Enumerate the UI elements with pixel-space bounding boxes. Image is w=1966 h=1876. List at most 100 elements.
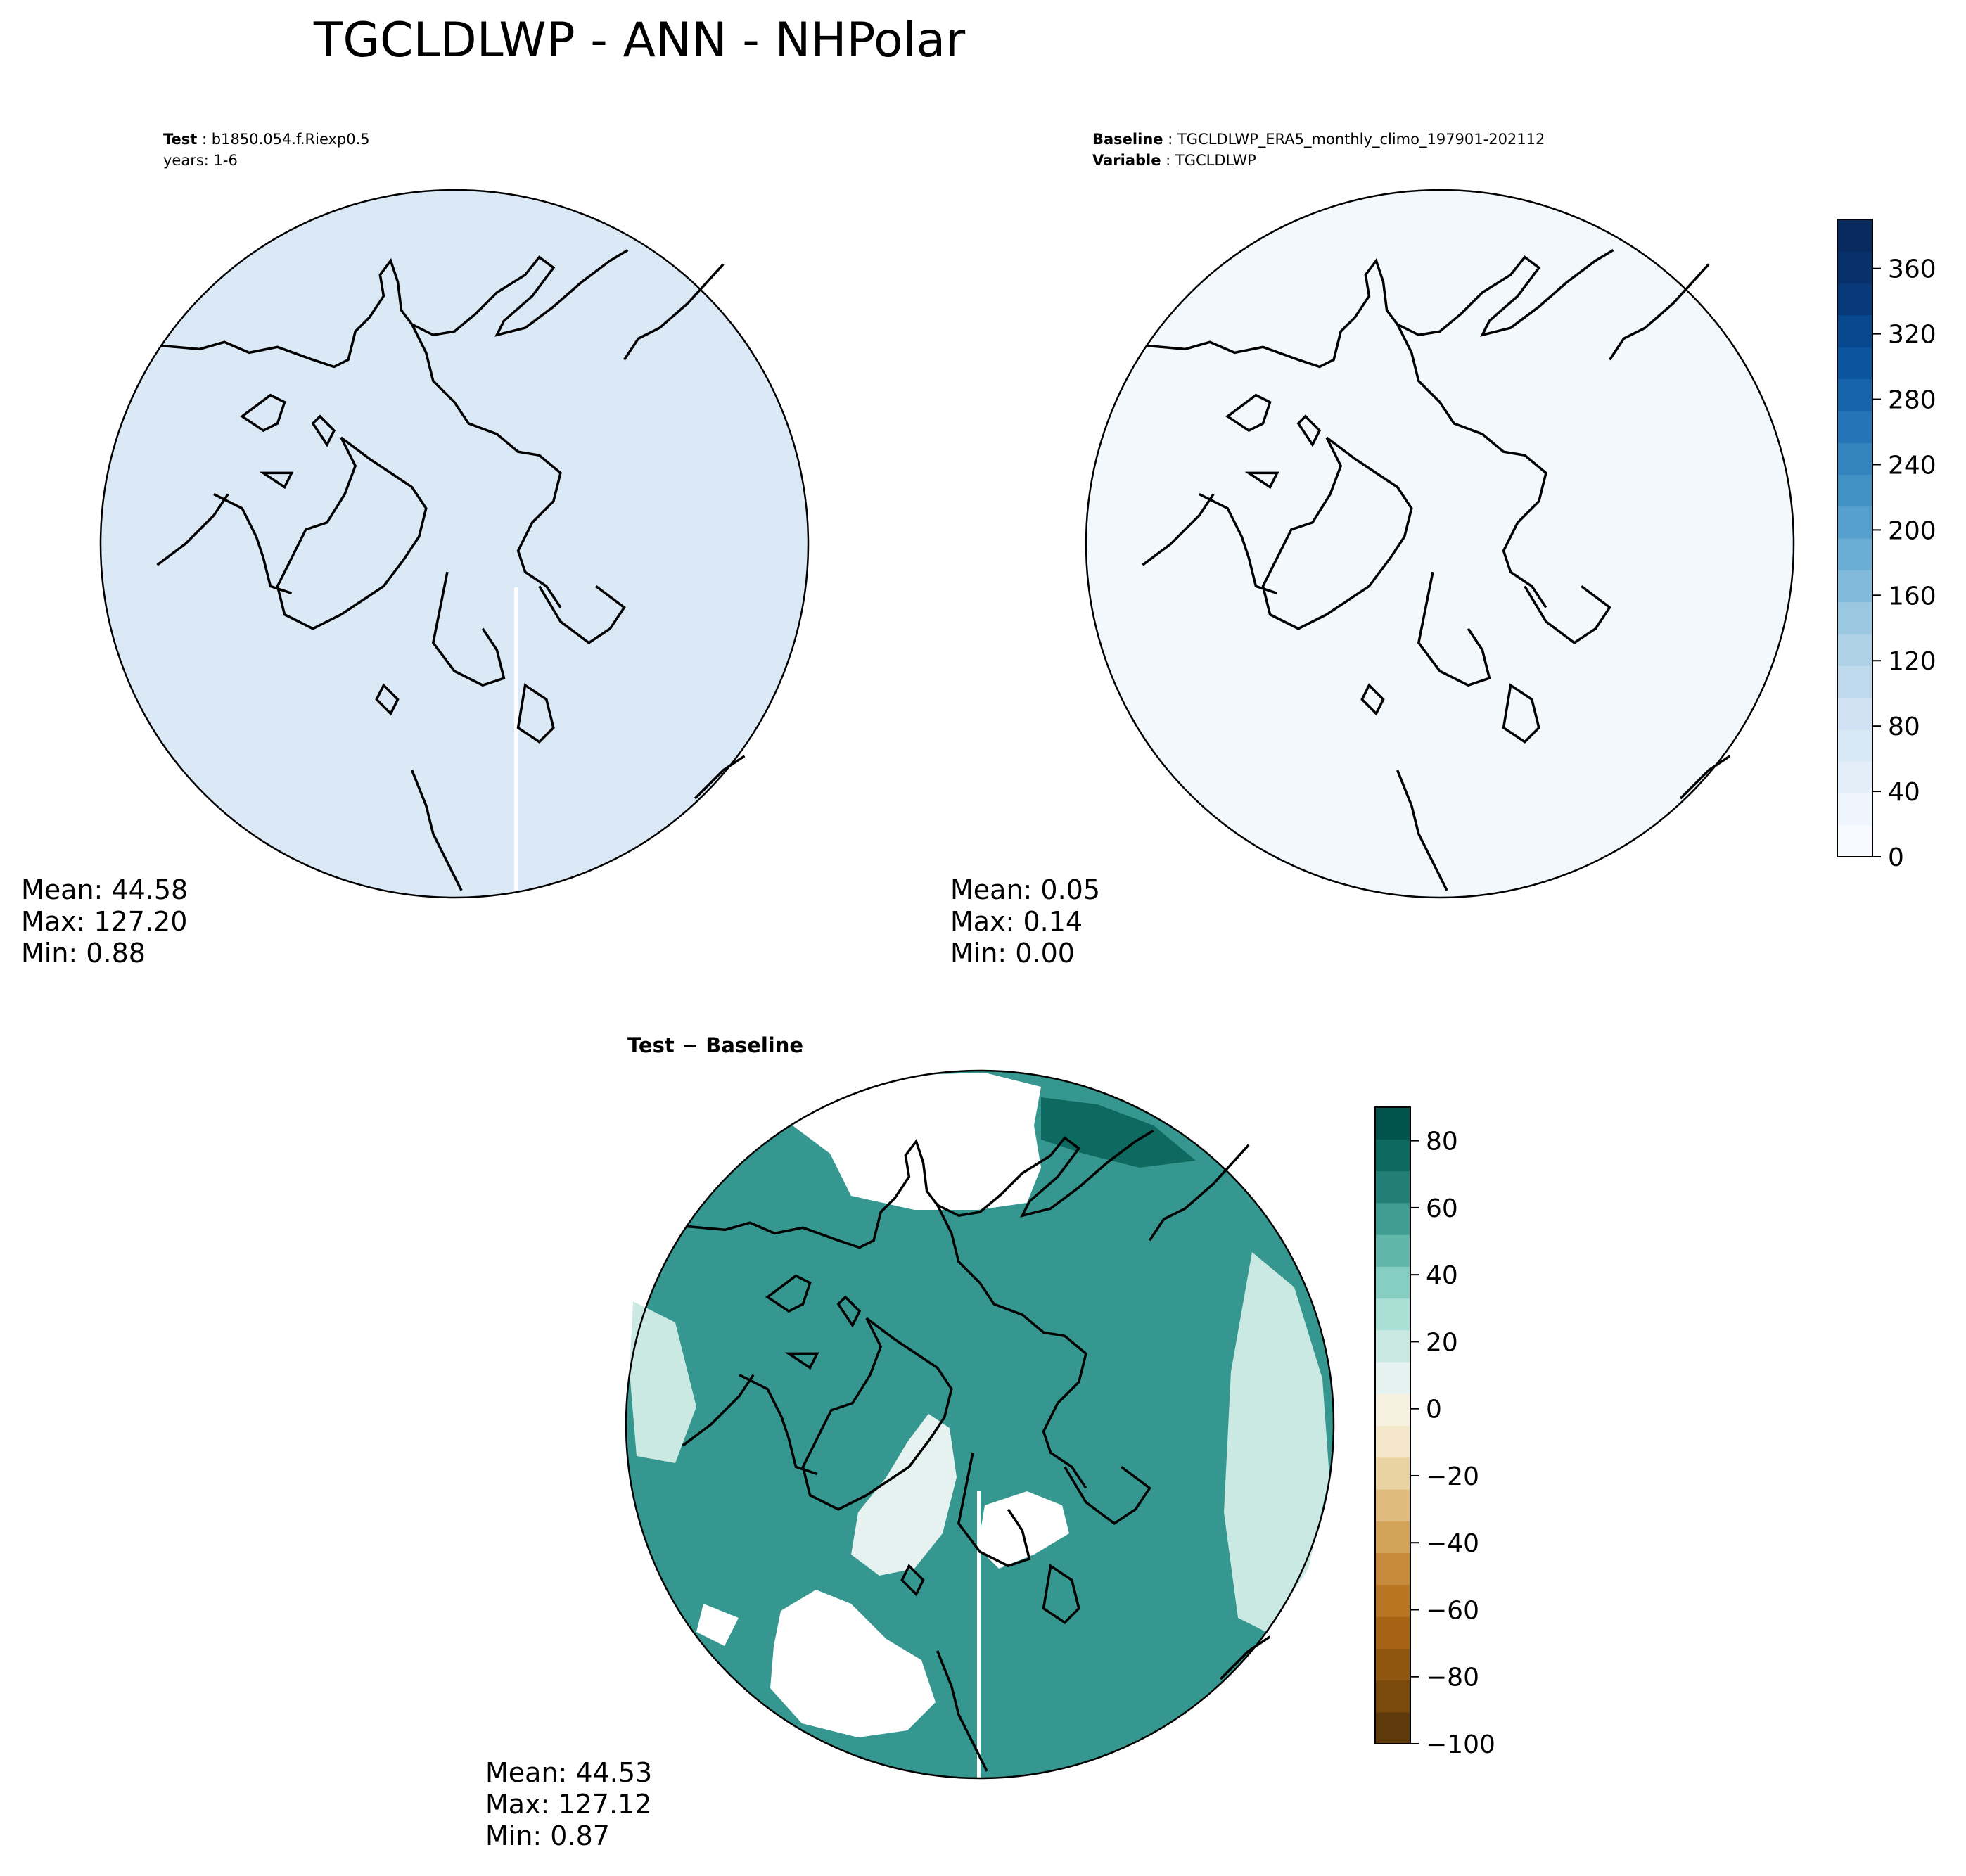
colorbar-diverging-tick-label: 40 — [1426, 1261, 1458, 1290]
diff-low-region-bottom — [770, 1590, 936, 1737]
colorbar-blues-segment — [1837, 665, 1872, 698]
test-label: Test — [163, 131, 197, 148]
colorbar-blues-segment — [1837, 729, 1872, 762]
colorbar-diverging-segment — [1375, 1362, 1410, 1394]
colorbar-diverging-segment — [1375, 1170, 1410, 1204]
colorbar-diverging-tick-label: −80 — [1426, 1664, 1479, 1692]
test-header-line-1: Test : b1850.054.f.Riexp0.5 — [163, 131, 370, 148]
diff-low-region-sw — [696, 1604, 739, 1646]
test-sep: : — [197, 131, 211, 148]
figure-title: TGCLDLWP - ANN - NHPolar — [313, 13, 965, 68]
colorbar-blues-tick-label: 200 — [1888, 516, 1936, 545]
colorbar-diverging-tick-label: −20 — [1426, 1462, 1479, 1491]
colorbar-blues-segment — [1837, 824, 1872, 857]
colorbar-blues-segment — [1837, 251, 1872, 284]
colorbar-diverging-frame — [1374, 1106, 1411, 1744]
colorbar-blues: 0 40 80 120 160 200 240 280 320 360 — [1837, 219, 1936, 872]
colorbar-diverging-segment — [1375, 1616, 1410, 1649]
colorbar-diverging-segment — [1375, 1298, 1410, 1331]
colorbar-blues-tick-label: 120 — [1888, 647, 1936, 676]
baseline-stat-mean: Mean: 0.05 — [950, 874, 1100, 905]
colorbar-diverging-segment — [1375, 1107, 1410, 1140]
test-case-name: b1850.054.f.Riexp0.5 — [212, 131, 370, 148]
panel-diff: Test − Baseline Mean: 44.53 Max: 127.12 … — [485, 1033, 1335, 1851]
colorbar-blues-segment — [1837, 793, 1872, 826]
test-stat-mean: Mean: 44.58 — [21, 874, 188, 905]
colorbar-blues-segment — [1837, 506, 1872, 539]
colorbar-blues-segment — [1837, 378, 1872, 411]
colorbar-blues-tick-label: 320 — [1888, 321, 1936, 350]
diff-low-region-east — [978, 1491, 1069, 1569]
colorbar-diverging-segment — [1375, 1648, 1410, 1681]
colorbar-diverging-segment — [1375, 1680, 1410, 1713]
diff-map-gap — [977, 1491, 981, 1778]
diff-region-west-light — [630, 1301, 696, 1463]
baseline-name: TGCLDLWP_ERA5_monthly_climo_197901-20211… — [1177, 131, 1545, 148]
diff-map — [625, 1069, 1335, 1780]
colorbar-diverging-segment — [1375, 1584, 1410, 1617]
colorbar-blues-segment — [1837, 347, 1872, 380]
baseline-label: Baseline — [1092, 131, 1163, 148]
colorbar-blues-tick-label: 40 — [1888, 778, 1920, 807]
diff-region-east-light — [1224, 1252, 1329, 1632]
baseline-map-border — [1085, 189, 1795, 899]
test-stat-min: Min: 0.88 — [21, 938, 146, 969]
diff-region-greenland — [851, 1414, 957, 1576]
colorbar-diverging-segment — [1375, 1711, 1410, 1744]
colorbar-blues-segment — [1837, 219, 1872, 252]
baseline-stat-max: Max: 0.14 — [950, 906, 1083, 937]
colorbar-blues-tick-label: 240 — [1888, 451, 1936, 480]
colorbar-diverging-segment — [1375, 1266, 1410, 1299]
panel-baseline: Baseline : TGCLDLWP_ERA5_monthly_climo_1… — [950, 131, 1795, 969]
colorbar-blues-segment — [1837, 570, 1872, 603]
colorbar-diverging-segment — [1375, 1202, 1410, 1235]
test-map-gap — [514, 587, 518, 898]
colorbar-diverging-segment — [1375, 1139, 1410, 1172]
colorbar-diverging-segment — [1375, 1329, 1410, 1363]
colorbar-blues-tick-label: 280 — [1888, 386, 1936, 415]
colorbar-blues-segment — [1837, 283, 1872, 316]
colorbar-diverging-segment — [1375, 1552, 1410, 1585]
colorbar-blues-tick-label: 80 — [1888, 713, 1920, 741]
colorbar-blues-segment — [1837, 442, 1872, 475]
colorbar-blues-tick-label: 360 — [1888, 255, 1936, 284]
colorbar-blues-frame — [1837, 219, 1873, 857]
diff-stat-mean: Mean: 44.53 — [485, 1757, 652, 1788]
test-years: years: 1-6 — [163, 152, 238, 169]
colorbar-diverging: 80 60 40 20 0 −20 −40 −60 −80 −100 — [1374, 1106, 1495, 1759]
colorbar-diverging-tick-label: −60 — [1426, 1596, 1479, 1625]
panel-test: Test : b1850.054.f.Riexp0.5 years: 1-6 M… — [21, 131, 810, 969]
colorbar-diverging-segment — [1375, 1521, 1410, 1554]
colorbar-diverging-tick-label: 0 — [1426, 1396, 1442, 1424]
colorbar-diverging-segment — [1375, 1393, 1410, 1427]
baseline-map-disk — [1086, 190, 1794, 898]
colorbar-diverging-tick-label: −40 — [1426, 1529, 1479, 1558]
baseline-map — [1085, 189, 1795, 899]
colorbar-diverging-segment — [1375, 1425, 1410, 1458]
diff-stat-max: Max: 127.12 — [485, 1789, 651, 1820]
test-stat-max: Max: 127.20 — [21, 906, 187, 937]
variable-name: TGCLDLWP — [1175, 152, 1256, 169]
colorbar-blues-segment — [1837, 601, 1872, 634]
variable-label: Variable — [1092, 152, 1161, 169]
colorbar-blues-tick-label: 0 — [1888, 843, 1904, 872]
diff-low-region-top — [788, 1073, 1041, 1210]
diff-stat-min: Min: 0.87 — [485, 1820, 610, 1851]
baseline-stat-min: Min: 0.00 — [950, 938, 1075, 969]
variable-sep: : — [1161, 152, 1175, 169]
colorbar-diverging-segment — [1375, 1234, 1410, 1267]
baseline-header-line-2: Variable : TGCLDLWP — [1092, 152, 1256, 169]
diff-header: Test − Baseline — [627, 1033, 803, 1057]
colorbar-diverging-segment — [1375, 1489, 1410, 1521]
colorbar-diverging-tick-label: −100 — [1426, 1730, 1495, 1759]
colorbar-blues-segment — [1837, 761, 1872, 793]
colorbar-blues-segment — [1837, 474, 1872, 507]
colorbar-blues-segment — [1837, 314, 1872, 347]
colorbar-blues-segment — [1837, 697, 1872, 730]
colorbar-blues-segment — [1837, 538, 1872, 570]
colorbar-blues-segment — [1837, 410, 1872, 443]
colorbar-diverging-tick-label: 20 — [1426, 1328, 1458, 1357]
diff-map-border — [625, 1069, 1335, 1780]
colorbar-blues-tick-label: 160 — [1888, 582, 1936, 611]
baseline-header-line-1: Baseline : TGCLDLWP_ERA5_monthly_climo_1… — [1092, 131, 1545, 148]
